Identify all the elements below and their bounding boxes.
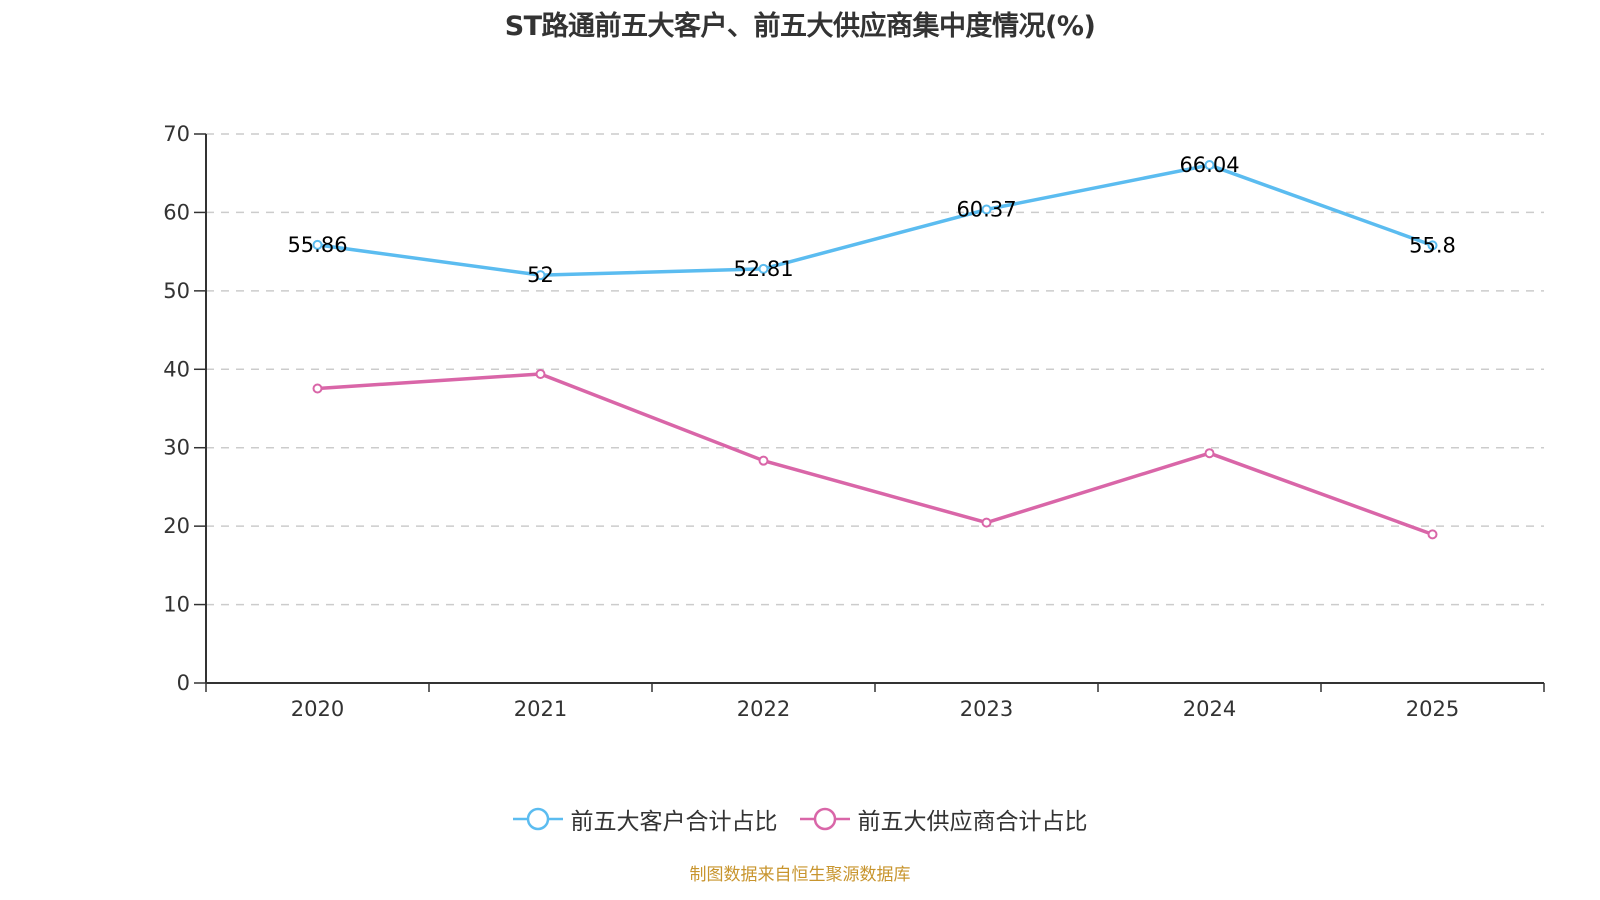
y-tick-label: 70 (163, 122, 190, 146)
data-label: 55.86 (287, 233, 347, 257)
legend-line-circle-icon (512, 807, 563, 831)
y-tick-label: 0 (177, 671, 190, 695)
y-axis-ticks: 0 10 20 30 40 50 60 70 (163, 122, 206, 695)
y-tick-label: 10 (163, 593, 190, 617)
data-label: 60.37 (956, 198, 1016, 222)
data-point (1427, 529, 1438, 540)
x-tick-label: 2024 (1183, 697, 1236, 721)
y-tick-label: 20 (163, 514, 190, 538)
data-point (1427, 240, 1438, 251)
series-line (317, 163, 1434, 277)
chart-title: ST路通前五大客户、前五大供应商集中度情况(%) (504, 11, 1096, 42)
legend-item-customers[interactable]: 前五大客户合计占比 (512, 802, 778, 836)
x-tick-label: 2023 (960, 697, 1013, 721)
line-chart: 0 10 20 30 40 50 60 70 2020 2021 2022 2023 2024 2025… (163, 122, 1545, 721)
series-lines (312, 160, 1438, 540)
data-source-note: 制图数据来自恒生聚源数据库 (689, 865, 911, 885)
axes (205, 134, 1544, 684)
data-point (535, 270, 546, 281)
series-1 (312, 368, 1438, 540)
x-axis-ticks: 2020 2021 2022 2023 2024 2025 (205, 683, 1545, 721)
data-label: 55.8 (1409, 233, 1456, 257)
data-point (312, 239, 323, 250)
x-tick-label: 2021 (514, 697, 567, 721)
data-point (981, 517, 992, 528)
legend: 前五大客户合计占比 前五大供应商合计占比 (0, 802, 1600, 836)
y-tick-label: 50 (163, 279, 190, 303)
y-tick-label: 40 (163, 357, 190, 381)
data-label: 66.04 (1179, 153, 1239, 177)
y-tick-label: 30 (163, 436, 190, 460)
gridlines (206, 133, 1544, 606)
x-tick-label: 2025 (1406, 697, 1459, 721)
data-point (312, 383, 323, 394)
x-tick-label: 2020 (291, 697, 344, 721)
series-line (317, 372, 1434, 537)
data-labels: 55.86 52 52.81 60.37 66.04 55.8 (287, 153, 1455, 287)
data-label: 52 (527, 263, 554, 287)
legend-item-suppliers[interactable]: 前五大供应商合计占比 (799, 802, 1088, 836)
data-label: 52.81 (733, 257, 793, 281)
y-tick-label: 60 (163, 200, 190, 224)
data-point (981, 204, 992, 215)
x-tick-label: 2022 (737, 697, 790, 721)
data-point (1204, 160, 1215, 171)
legend-line-circle-icon (799, 807, 850, 831)
legend-label: 前五大客户合计占比 (570, 809, 778, 835)
data-point (535, 368, 546, 379)
series-0 (312, 160, 1438, 281)
data-point (1204, 448, 1215, 459)
data-point (758, 455, 769, 466)
data-point (758, 263, 769, 274)
legend-label: 前五大供应商合计占比 (857, 809, 1088, 835)
